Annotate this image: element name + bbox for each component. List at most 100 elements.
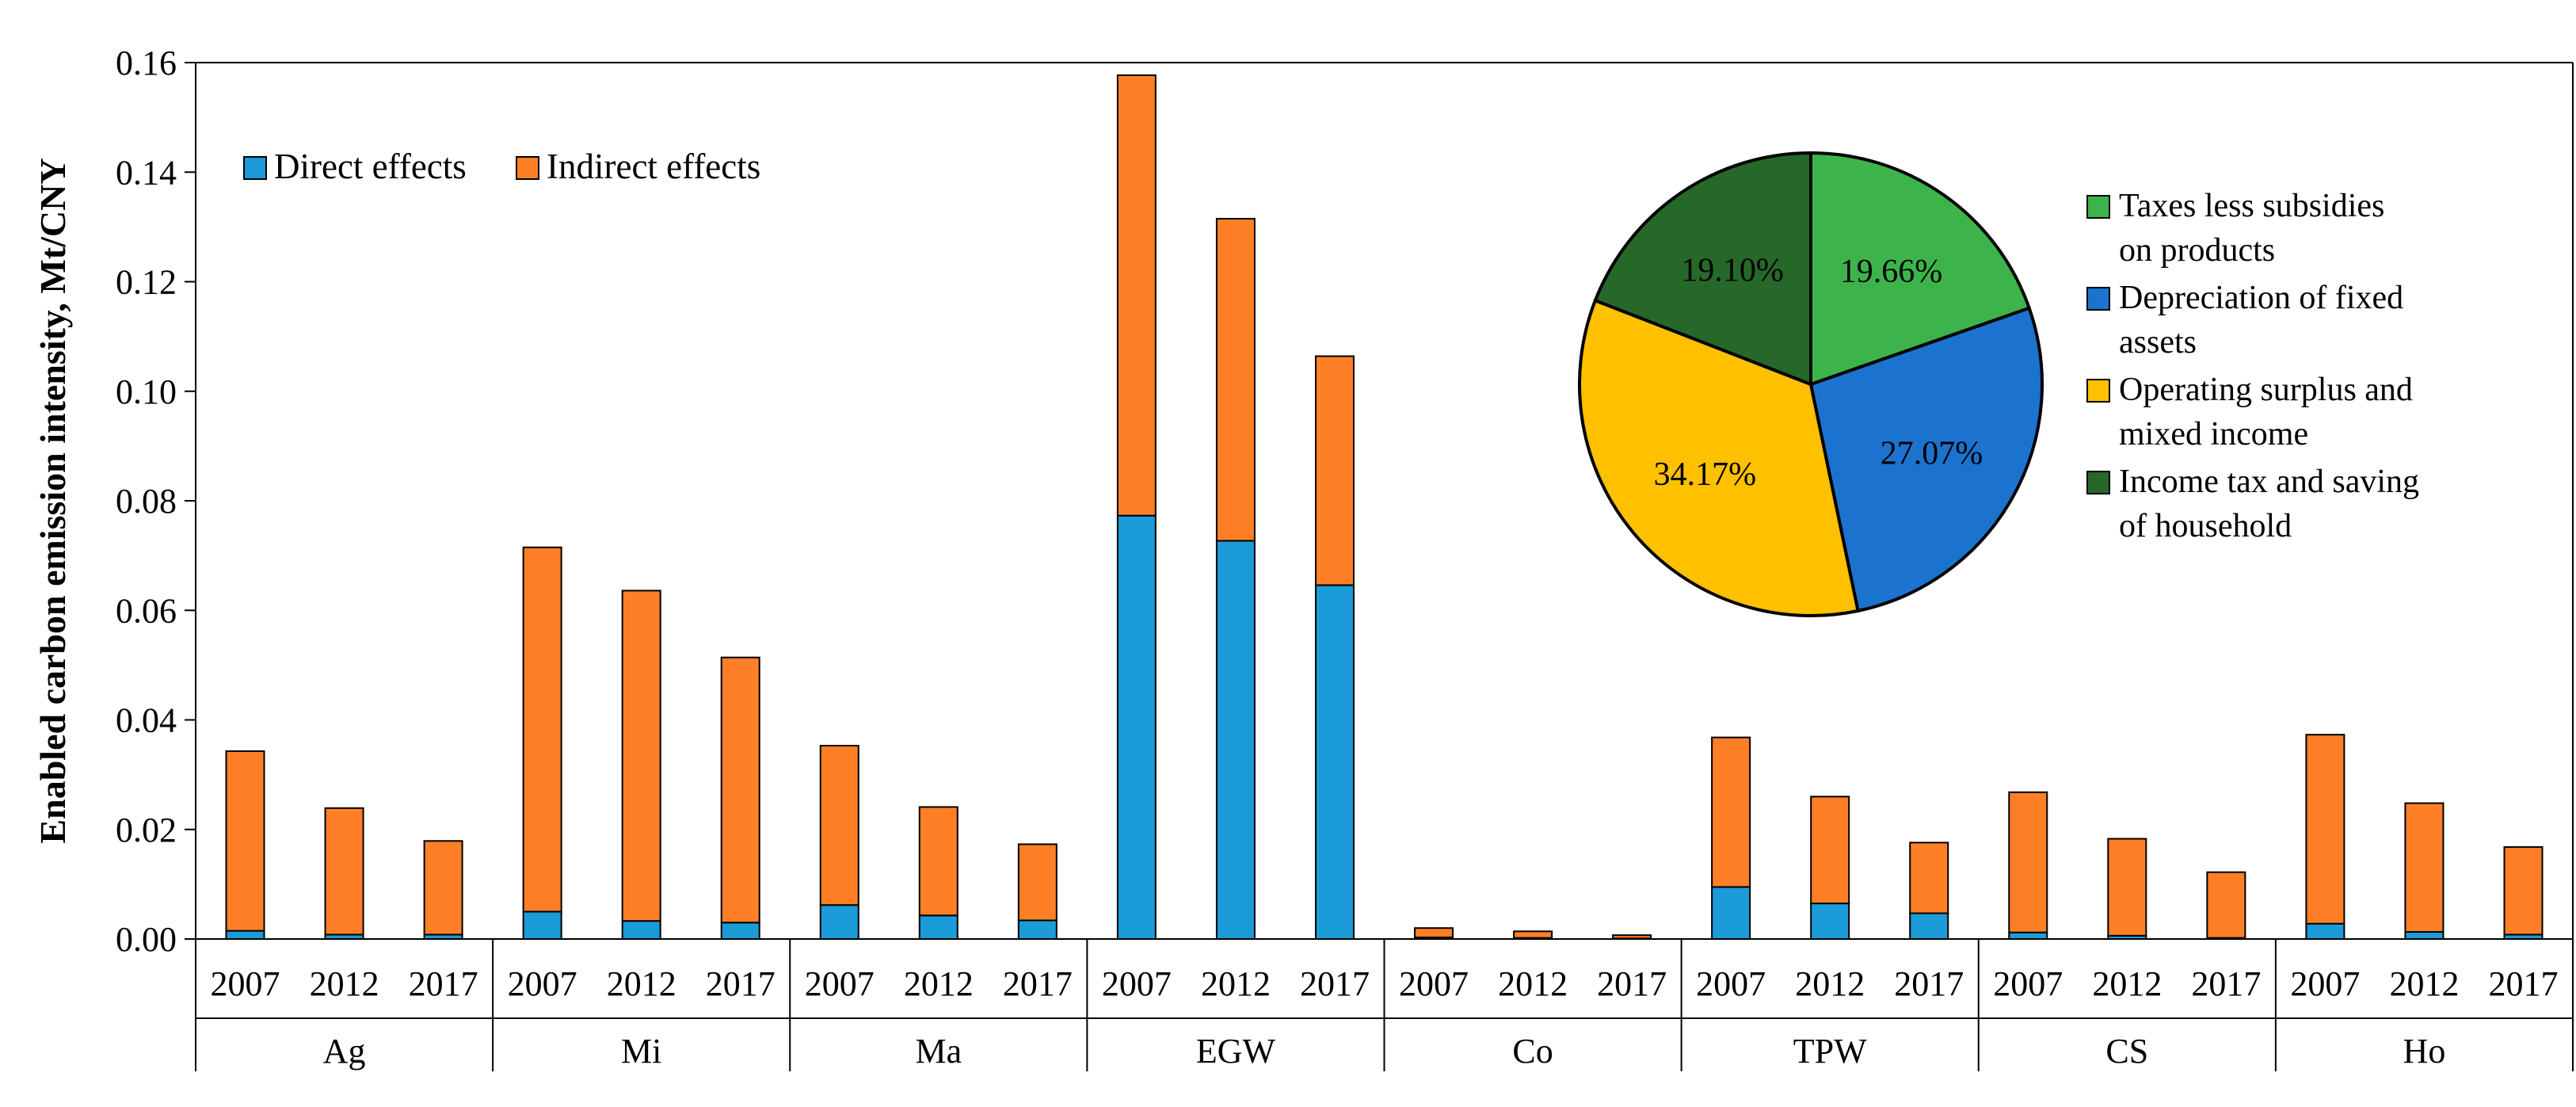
x-axis: 2007 2012 2017 Ag 2007 2012 2017 Mi 2007 2012 2017… xyxy=(195,939,2574,1071)
bar-indirect-Mi-2007 xyxy=(522,546,562,913)
bar-indirect-TPW-2017 xyxy=(1909,842,1949,914)
x-group-label: Mi xyxy=(621,1032,661,1071)
bar-indirect-CS-2017 xyxy=(2206,871,2246,939)
bar-indirect-EGW-2007 xyxy=(1116,74,1157,517)
bar-indirect-Co-2017 xyxy=(1612,934,1652,940)
y-tick-label: 0.08 xyxy=(116,482,177,521)
x-year-label: 2017 xyxy=(2191,964,2261,1003)
bar-indirect-EGW-2017 xyxy=(1314,355,1355,586)
bar-direct-Mi-2017 xyxy=(720,922,760,940)
pie-slice-label: 19.66% xyxy=(1840,254,1943,290)
y-tick-label: 0.06 xyxy=(116,591,177,630)
bar-direct-Ho-2007 xyxy=(2305,922,2345,941)
pie-legend-label: mixed income xyxy=(2119,416,2308,452)
bar-indirect-TPW-2007 xyxy=(1711,736,1751,888)
bar-indirect-Ma-2007 xyxy=(819,744,859,907)
x-year-label: 2012 xyxy=(310,964,379,1003)
bar-direct-TPW-2012 xyxy=(1810,903,1850,940)
x-group-label: Ho xyxy=(2403,1032,2446,1071)
y-tick-label: 0.00 xyxy=(116,920,177,959)
x-year-label: 2017 xyxy=(1003,964,1073,1003)
bar-direct-Ag-2007 xyxy=(225,929,265,940)
x-year-label: 2012 xyxy=(1498,964,1568,1003)
x-year-label: 2007 xyxy=(211,964,280,1003)
pie-legend-swatch xyxy=(2086,195,2110,219)
pie-slice-4 xyxy=(1593,151,1812,387)
x-year-label: 2007 xyxy=(805,964,875,1003)
pie-legend-label: Operating surplus and xyxy=(2119,372,2413,408)
bar-indirect-Ho-2007 xyxy=(2305,734,2345,925)
x-year-label: 2007 xyxy=(1993,964,2063,1003)
x-group-label: Ag xyxy=(323,1032,366,1071)
pie-legend-label: Taxes less subsidies xyxy=(2119,188,2384,224)
bar-direct-CS-2007 xyxy=(2008,931,2048,940)
bars xyxy=(225,74,2544,941)
x-year-label: 2012 xyxy=(2389,964,2459,1003)
y-tick-label: 0.12 xyxy=(116,263,177,302)
bar-direct-TPW-2007 xyxy=(1711,886,1751,941)
y-tick-label: 0.14 xyxy=(116,153,177,192)
bar-direct-Ma-2017 xyxy=(1017,919,1057,941)
x-group-label: Ma xyxy=(915,1032,962,1071)
bar-indirect-Ma-2017 xyxy=(1017,843,1057,922)
x-year-label: 2007 xyxy=(508,964,577,1003)
x-year-label: 2012 xyxy=(1201,964,1271,1003)
pie-legend: Taxes less subsidies on products Depreciat… xyxy=(2086,188,2419,544)
bar-indirect-Co-2012 xyxy=(1513,930,1553,939)
bar-indirect-Mi-2017 xyxy=(720,656,760,924)
bar-indirect-CS-2012 xyxy=(2107,838,2147,937)
bar-indirect-Ho-2017 xyxy=(2503,846,2544,936)
bar-indirect-Ho-2012 xyxy=(2404,802,2445,933)
bar-indirect-Ma-2012 xyxy=(918,806,958,917)
bar-indirect-CS-2007 xyxy=(2008,791,2048,933)
bar-indirect-Mi-2012 xyxy=(621,590,661,922)
y-tick-label: 0.02 xyxy=(116,811,177,849)
x-year-label: 2012 xyxy=(607,964,676,1003)
legend-label-indirect: Indirect effects xyxy=(547,147,760,186)
x-year-label: 2007 xyxy=(2290,964,2360,1003)
bar-indirect-TPW-2012 xyxy=(1810,796,1850,905)
pie-legend-label: on products xyxy=(2119,232,2275,269)
pie-legend-swatch xyxy=(2086,471,2110,494)
bar-indirect-EGW-2012 xyxy=(1215,218,1256,542)
x-group-label: EGW xyxy=(1196,1032,1276,1071)
bar-direct-Mi-2012 xyxy=(621,920,661,940)
bar-indirect-Ag-2017 xyxy=(423,840,463,936)
pie-slice-label: 19.10% xyxy=(1681,252,1784,288)
pie-slice-label: 27.07% xyxy=(1881,435,1983,471)
bar-direct-Ho-2012 xyxy=(2404,931,2445,941)
pie-legend-swatch xyxy=(2086,287,2110,311)
pie-legend-label: of household xyxy=(2119,508,2292,544)
bar-direct-EGW-2007 xyxy=(1116,514,1157,940)
x-year-label: 2012 xyxy=(2092,964,2162,1003)
y-axis: 0.00 0.02 0.04 0.06 0.08 0.10 0.12 0.14 0.16 Enab… xyxy=(32,44,196,959)
x-year-label: 2007 xyxy=(1102,964,1172,1003)
pie-slice-label: 34.17% xyxy=(1654,456,1757,493)
x-year-label: 2017 xyxy=(2488,964,2558,1003)
bar-legend: Direct effects Indirect effects xyxy=(243,147,760,186)
pie-chart: 19.66% 27.07% 34.17% 19.10% xyxy=(1578,151,2044,617)
bar-direct-Mi-2007 xyxy=(522,910,562,940)
pie-legend-label: Depreciation of fixed xyxy=(2119,280,2403,316)
y-tick-label: 0.04 xyxy=(116,701,177,740)
pie-slice-2 xyxy=(1808,306,2044,613)
pie-legend-label: Income tax and saving xyxy=(2119,464,2419,500)
bar-indirect-Ag-2012 xyxy=(324,807,364,936)
x-group-label: Co xyxy=(1512,1032,1553,1071)
x-year-label: 2017 xyxy=(706,964,775,1003)
bar-indirect-Co-2007 xyxy=(1414,927,1454,938)
bar-direct-EGW-2017 xyxy=(1314,584,1355,940)
y-axis-title: Enabled carbon emission intensity, Mt/CN… xyxy=(32,158,73,843)
bar-indirect-Ag-2007 xyxy=(225,750,265,932)
bar-direct-EGW-2012 xyxy=(1215,540,1256,940)
x-year-label: 2017 xyxy=(1300,964,1370,1003)
x-year-label: 2017 xyxy=(1894,964,1964,1003)
y-tick-label: 0.16 xyxy=(116,44,177,82)
bar-direct-Ma-2007 xyxy=(819,904,859,940)
pie-slice-3 xyxy=(1578,298,1860,617)
bar-direct-TPW-2017 xyxy=(1909,912,1949,940)
x-group-label: TPW xyxy=(1793,1032,1867,1071)
x-year-label: 2012 xyxy=(904,964,974,1003)
x-year-label: 2007 xyxy=(1696,964,1766,1003)
